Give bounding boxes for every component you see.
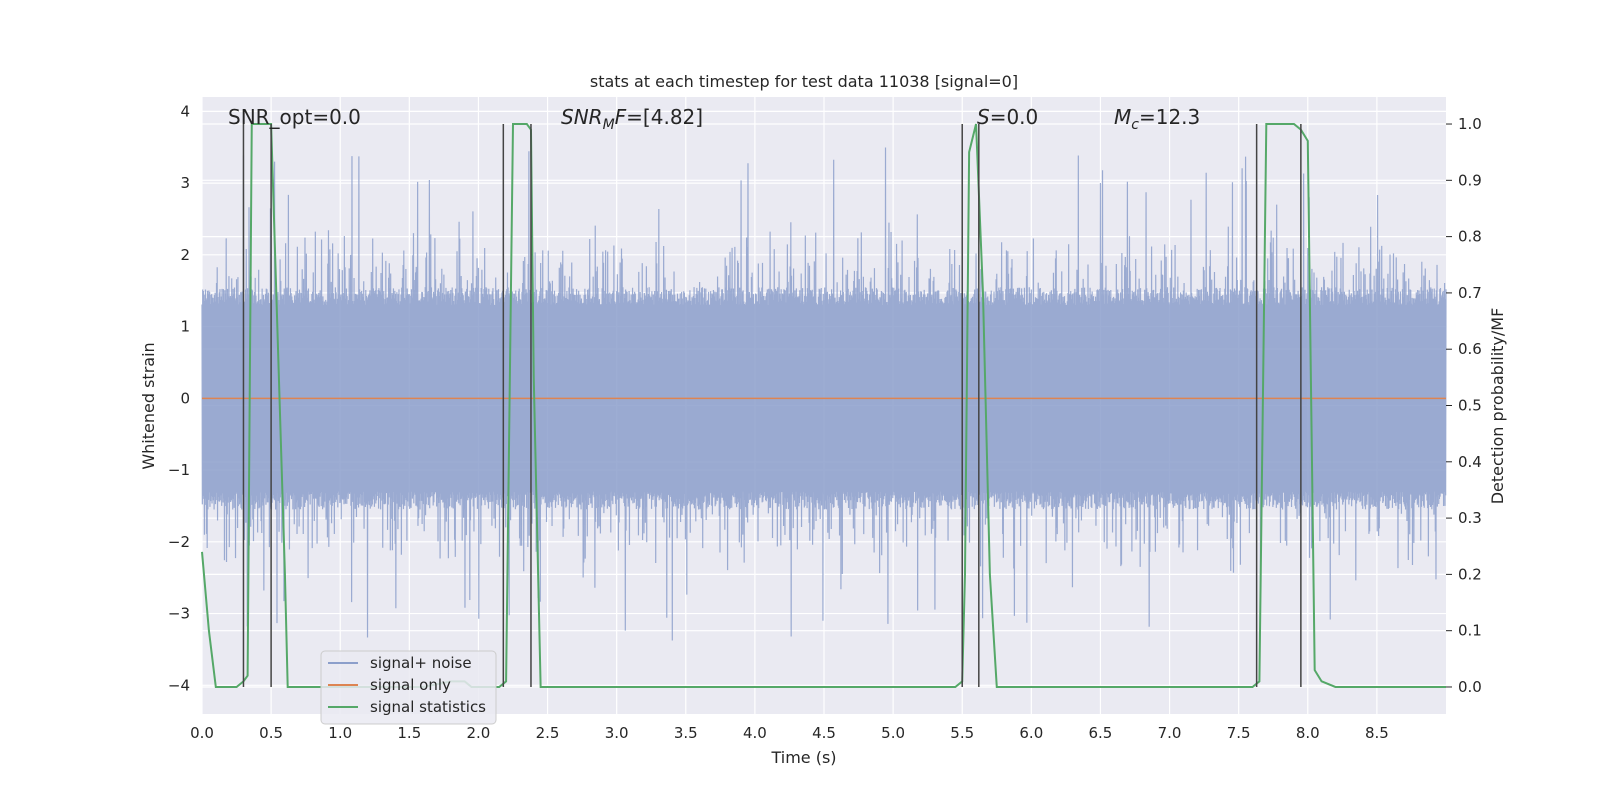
snr-mf-subscript: M (603, 117, 615, 133)
y2-tick-label: 0.2 (1458, 565, 1482, 583)
annotation-mc: Mc=12.3 (1114, 105, 1200, 133)
y-axis-label: Whitened strain (139, 342, 158, 469)
x-tick-label: 4.5 (812, 724, 836, 742)
x-tick-label: 2.0 (467, 724, 491, 742)
mc-subscript: c (1131, 117, 1139, 133)
annotation-s: S=0.0 (977, 105, 1038, 129)
y2-tick-label: 0.5 (1458, 397, 1482, 415)
y2-tick-label: 0.0 (1458, 678, 1482, 696)
s-value: =0.0 (990, 105, 1039, 129)
y2-tick-label: 0.7 (1458, 284, 1482, 302)
legend-label-signal-noise: signal+ noise (370, 654, 472, 672)
y-tick-label: −2 (168, 533, 190, 551)
series-lines (201, 123, 1446, 688)
y2-tick-label: 0.3 (1458, 509, 1482, 527)
x-tick-label: 7.5 (1227, 724, 1251, 742)
x-tick-label: 2.5 (536, 724, 560, 742)
x-tick-label: 1.0 (328, 724, 352, 742)
x-tick-label: 5.5 (950, 724, 974, 742)
mc-value: =12.3 (1139, 105, 1200, 129)
y-tick-label: −1 (168, 461, 190, 479)
snr-mf-value: =[4.82] (626, 105, 703, 129)
x-tick-label: 0.5 (259, 724, 283, 742)
x-tick-label: 4.0 (743, 724, 767, 742)
x-tick-label: 0.0 (190, 724, 214, 742)
annotation-snr-mf: SNRMF=[4.82] (561, 105, 703, 133)
legend-label-signal-statistics: signal statistics (370, 698, 486, 716)
y2-tick-label: 0.9 (1458, 171, 1482, 189)
chart-title: stats at each timestep for test data 110… (590, 72, 1018, 91)
y2-tick-label: 0.4 (1458, 453, 1482, 471)
y-tick-label: 2 (180, 246, 190, 264)
x-tick-label: 6.5 (1089, 724, 1113, 742)
y-tick-label: 0 (180, 389, 190, 407)
x-axis-label: Time (s) (770, 748, 836, 767)
y2-tick-label: 1.0 (1458, 115, 1482, 133)
x-tick-label: 6.0 (1019, 724, 1043, 742)
vertical-markers (242, 124, 1302, 687)
signal-statistics-line (201, 123, 1446, 688)
y-tick-label: −3 (168, 605, 190, 623)
x-tick-label: 3.5 (674, 724, 698, 742)
x-tick-labels: 0.0 0.5 1.0 1.5 2.0 2.5 3.0 3.5 4.0 4.5 5.0 5.5 6.0 6… (190, 724, 1389, 742)
y2-tick-label: 0.8 (1458, 228, 1482, 246)
y2-tick-label: 0.1 (1458, 622, 1482, 640)
x-tick-label: 8.0 (1296, 724, 1320, 742)
y-tick-label: −4 (168, 676, 190, 694)
noise-line (201, 147, 1447, 641)
y-tick-labels: 4 3 2 1 0 −1 −2 −3 −4 (168, 102, 190, 694)
x-tick-label: 1.5 (397, 724, 421, 742)
y2-tick-label: 0.6 (1458, 340, 1482, 358)
legend: signal+ noise signal only signal statist… (320, 650, 497, 725)
y-tick-label: 1 (180, 318, 190, 336)
snr-mf-suffix: F (615, 105, 627, 129)
x-tick-label: 8.5 (1365, 724, 1389, 742)
annotation-snr-opt: SNR_opt=0.0 (228, 105, 361, 129)
y-tick-label: 3 (180, 174, 190, 192)
series-signal-noise (201, 147, 1447, 641)
legend-box (320, 650, 497, 725)
snr-mf-symbol: SNR (561, 105, 603, 129)
mc-symbol: M (1114, 105, 1131, 129)
y-tick-label: 4 (180, 102, 190, 120)
x-tick-label: 3.0 (605, 724, 629, 742)
x-tick-label: 7.0 (1158, 724, 1182, 742)
x-tick-label: 5.0 (881, 724, 905, 742)
y2-tick-labels: 1.0 0.9 0.8 0.7 0.6 0.5 0.4 0.3 0.2 0.1 0.0 (1446, 115, 1482, 696)
s-symbol: S (977, 105, 990, 129)
y2-axis-label: Detection probability/MF (1488, 308, 1507, 505)
legend-label-signal-only: signal only (370, 676, 451, 694)
